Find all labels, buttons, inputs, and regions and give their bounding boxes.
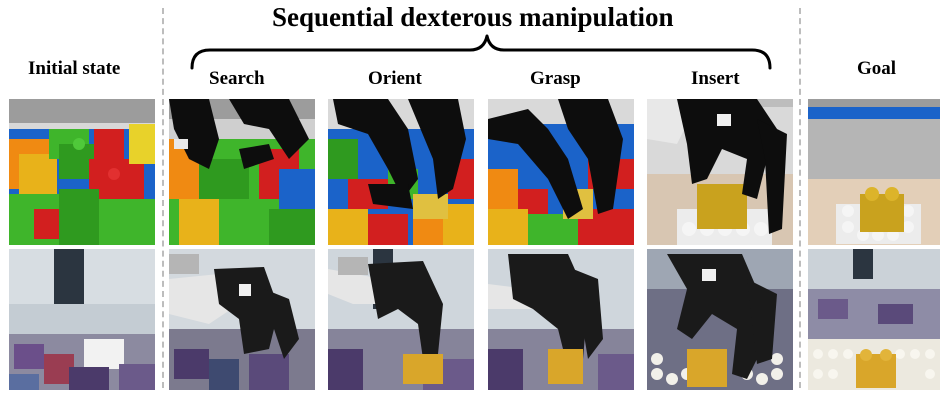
figure-title: Sequential dexterous manipulation — [272, 2, 674, 32]
sim-grasp-image — [488, 99, 634, 245]
label-grasp: Grasp — [530, 68, 581, 89]
real-grasp-image — [488, 249, 634, 390]
label-initial-state: Initial state — [28, 58, 121, 79]
sim-orient-image — [328, 99, 474, 245]
sim-initial-state-image — [9, 99, 155, 245]
real-search-image — [169, 249, 315, 390]
real-initial-state-image — [9, 249, 155, 390]
real-goal-image — [808, 249, 940, 390]
label-search: Search — [209, 68, 265, 89]
sim-search-image — [169, 99, 315, 245]
sim-insert-image — [647, 99, 793, 245]
label-insert: Insert — [691, 68, 740, 89]
divider-left — [162, 8, 164, 388]
real-insert-image — [647, 249, 793, 390]
real-orient-image — [328, 249, 474, 390]
label-orient: Orient — [368, 68, 422, 89]
divider-right — [799, 8, 801, 388]
label-goal: Goal — [857, 58, 897, 79]
sim-goal-image — [808, 99, 940, 245]
